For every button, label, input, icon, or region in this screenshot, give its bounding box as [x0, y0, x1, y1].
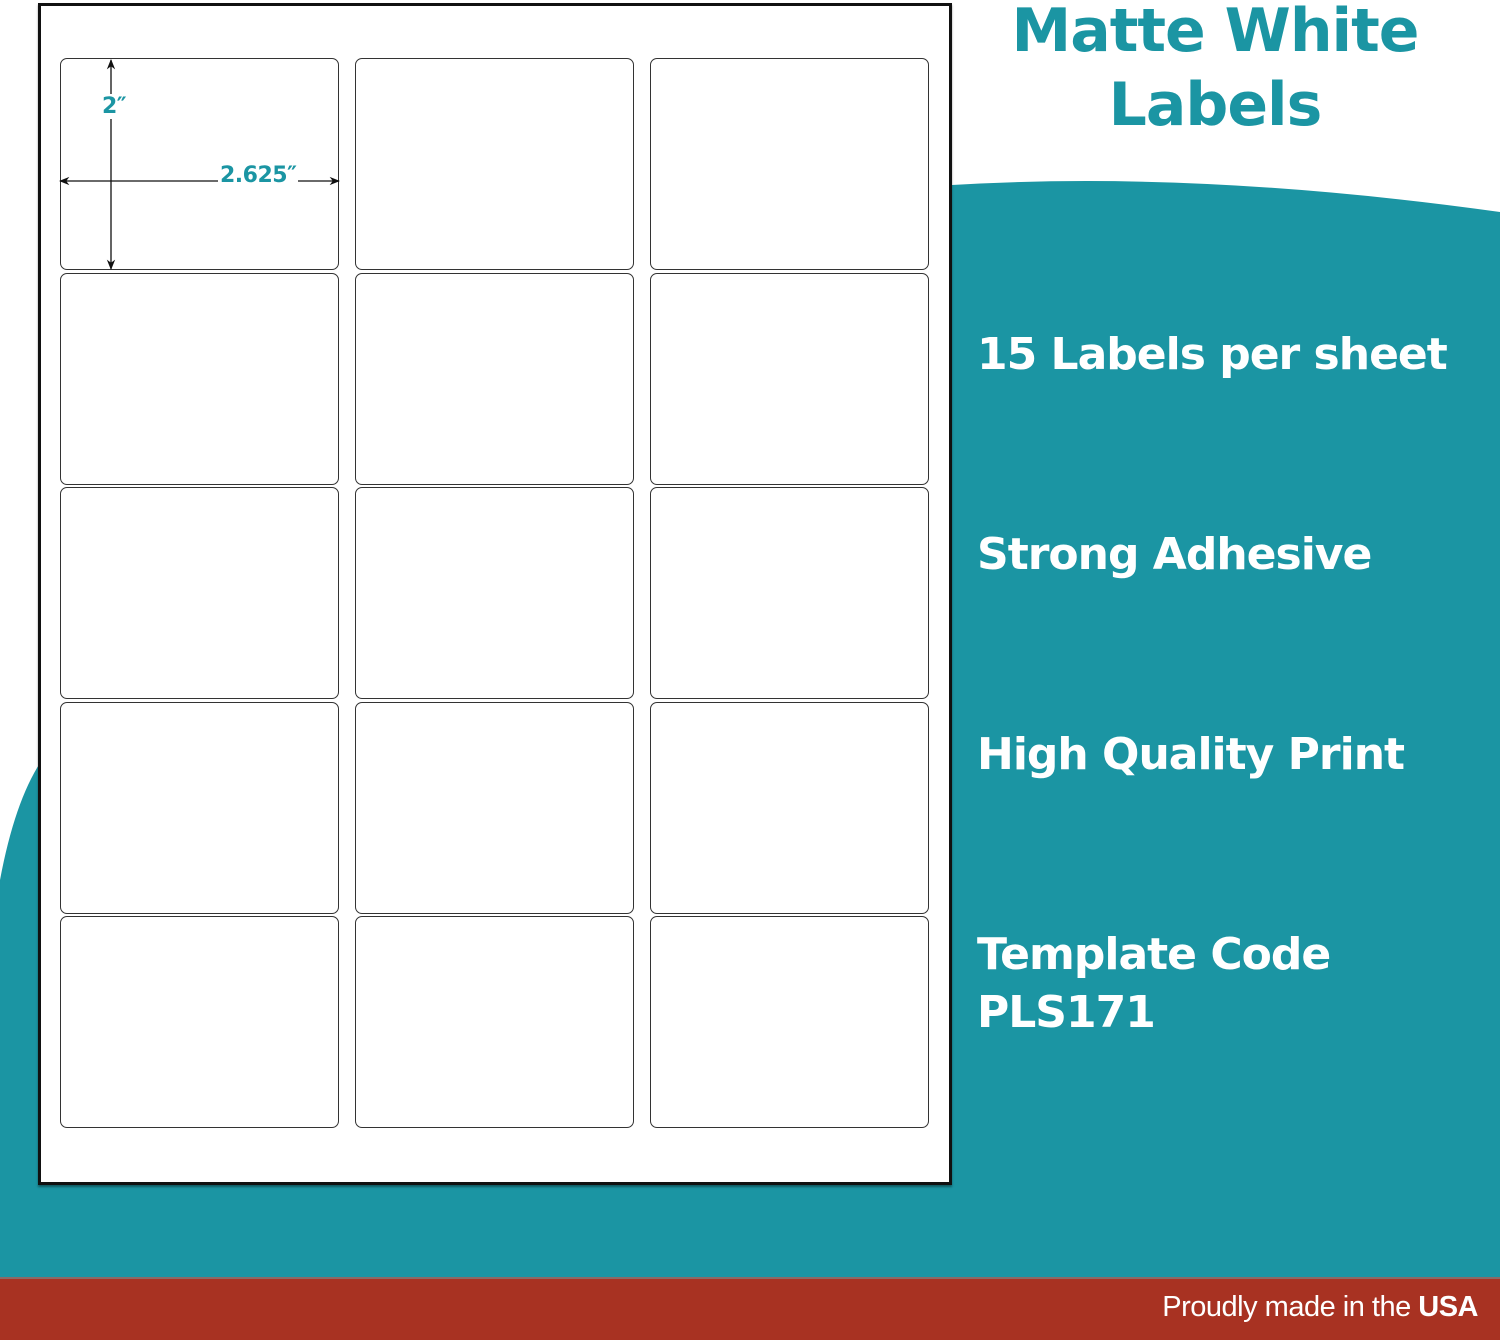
label-cell — [355, 487, 634, 699]
template-code-value: PLS171 — [977, 987, 1156, 1038]
footer-text: Proudly made in the USA — [1162, 1291, 1478, 1324]
label-cell — [355, 916, 634, 1128]
label-cell — [650, 487, 929, 699]
label-cell — [60, 487, 339, 699]
height-dimension: 2″ — [100, 94, 129, 119]
title-line-2: Labels — [1108, 70, 1323, 140]
footer-text-usa: USA — [1418, 1291, 1478, 1323]
dimension-arrows — [58, 58, 341, 271]
label-cell — [60, 916, 339, 1128]
title-line-1: Matte White — [1011, 0, 1420, 66]
feature-adhesive: Strong Adhesive — [977, 529, 1372, 580]
product-title: Matte White Labels — [1000, 0, 1430, 142]
label-cell — [650, 58, 929, 270]
label-cell — [355, 58, 634, 270]
label-cell — [650, 916, 929, 1128]
label-cell — [650, 701, 929, 914]
label-cell — [355, 272, 634, 485]
template-code-label: Template Code — [977, 929, 1331, 980]
label-cell — [650, 272, 929, 485]
footer-banner: Proudly made in the USA — [0, 1277, 1500, 1340]
width-dimension: 2.625″ — [218, 163, 299, 188]
label-cell — [60, 272, 339, 485]
feature-labels-per-sheet: 15 Labels per sheet — [977, 329, 1448, 380]
footer-text-main: Proudly made in the — [1162, 1291, 1419, 1323]
feature-print-quality: High Quality Print — [977, 729, 1405, 780]
feature-template-code: Template Code PLS171 — [977, 926, 1331, 1042]
label-sheet — [38, 3, 952, 1185]
label-cell — [60, 701, 339, 914]
label-cell — [355, 701, 634, 914]
